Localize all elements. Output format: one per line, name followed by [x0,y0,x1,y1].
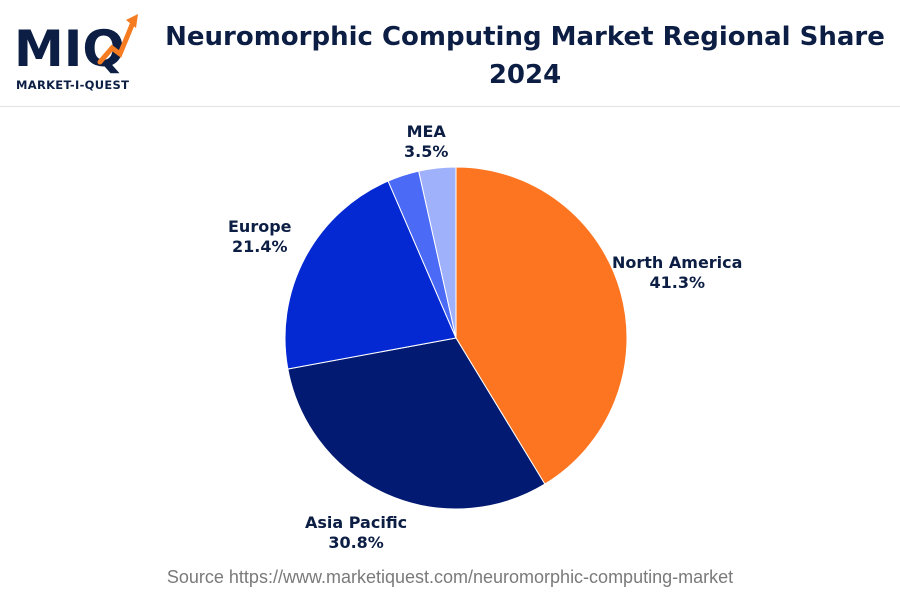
pie-slice-asia-pacific [287,337,546,510]
source-note: Source https://www.marketiquest.com/neur… [166,567,734,587]
brand-logo: MIQ MARKET-I-QUEST [12,10,152,95]
slice-value: 21.4% [232,237,288,256]
pie-slice-europe [284,180,457,370]
slice-label-asia-pacific: Asia Pacific 30.8% [305,513,407,553]
slice-label-mea: MEA 3.5% [404,122,448,162]
slice-label-europe: Europe 21.4% [228,217,292,257]
pie-chart [284,166,628,510]
slice-value: 30.8% [328,533,384,552]
chart-title: Neuromorphic Computing Market Regional S… [165,22,885,90]
header-divider [0,106,900,107]
logo-mark-icon: MIQ [14,14,138,78]
slice-label-north-america: North America 41.3% [612,253,742,293]
pie-slice-mea [418,166,457,339]
slice-name: MEA [406,122,446,141]
pie-slice-north-america [455,166,628,485]
slice-name: Asia Pacific [305,513,408,532]
slice-name: North America [612,253,743,272]
slice-name: Europe [228,217,292,236]
logo-subtitle: MARKET-I-QUEST [16,78,130,92]
slice-value: 3.5% [404,142,449,161]
logo-mark-text: MIQ [14,20,125,78]
slice-value: 41.3% [649,273,705,292]
